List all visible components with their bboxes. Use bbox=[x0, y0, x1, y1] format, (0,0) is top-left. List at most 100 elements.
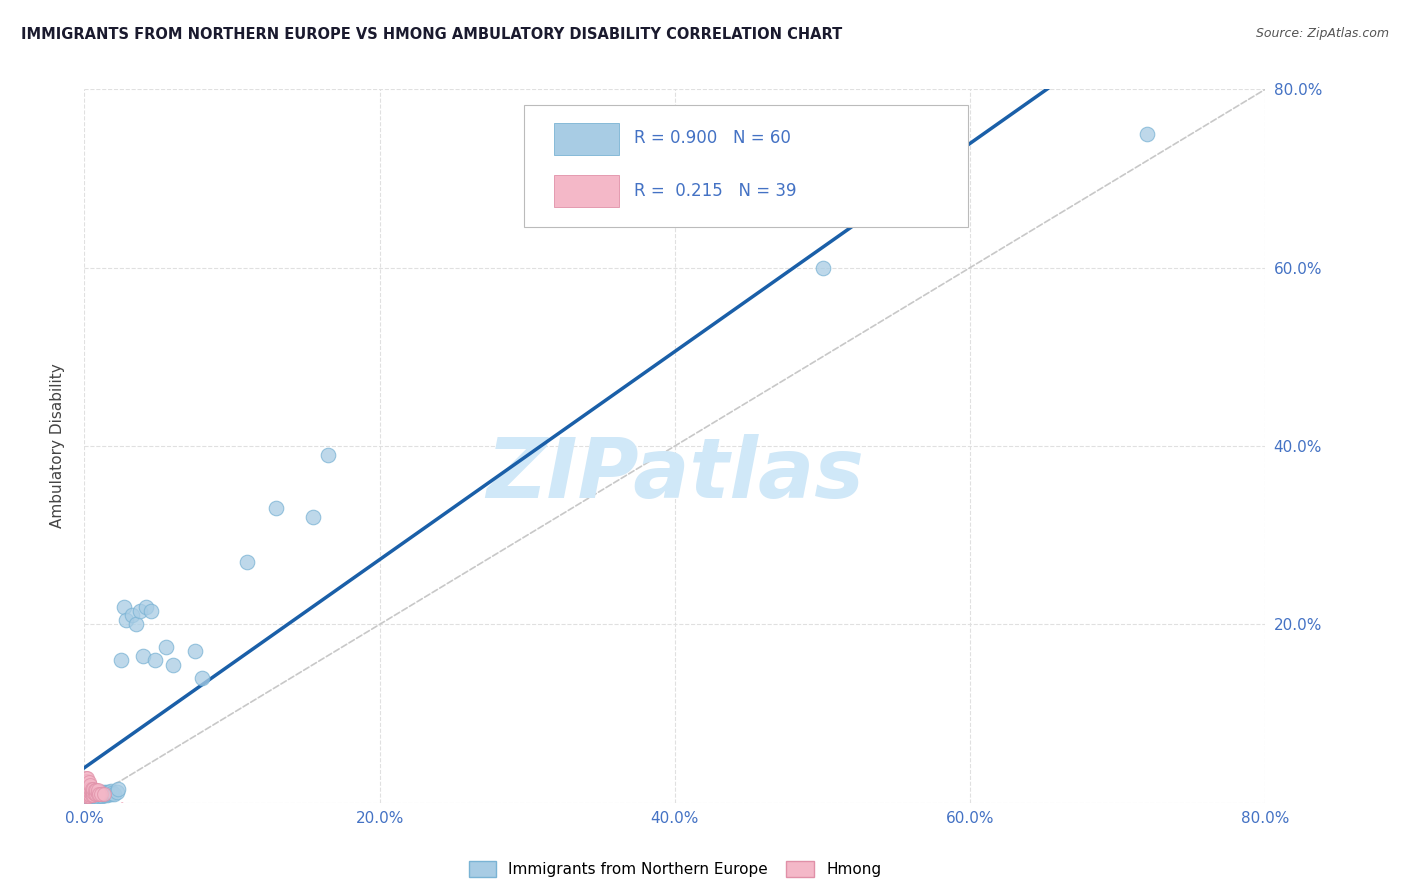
Point bbox=[75, 773, 97, 788]
Point bbox=[236, 555, 259, 569]
Point bbox=[76, 774, 98, 789]
Point bbox=[77, 780, 100, 794]
Point bbox=[76, 771, 98, 785]
Point bbox=[83, 787, 105, 801]
Point bbox=[79, 778, 101, 792]
Point bbox=[143, 653, 166, 667]
Point bbox=[79, 787, 101, 801]
Point bbox=[79, 790, 101, 805]
Point bbox=[76, 789, 98, 803]
Point bbox=[80, 791, 103, 805]
Point bbox=[125, 617, 148, 632]
Point bbox=[86, 787, 108, 801]
Point bbox=[82, 781, 104, 796]
Point bbox=[82, 790, 104, 805]
Point bbox=[77, 787, 100, 801]
Point bbox=[112, 599, 135, 614]
Point bbox=[191, 671, 214, 685]
Point bbox=[97, 787, 120, 801]
Point bbox=[105, 785, 128, 799]
Point bbox=[75, 789, 97, 803]
Point bbox=[91, 789, 114, 803]
Point bbox=[90, 785, 112, 799]
Point bbox=[93, 785, 115, 799]
Point bbox=[80, 788, 103, 802]
Point bbox=[76, 790, 98, 805]
Point bbox=[84, 789, 107, 804]
Point bbox=[77, 775, 100, 789]
Point bbox=[75, 780, 97, 794]
Point bbox=[83, 783, 105, 797]
Point bbox=[80, 787, 103, 801]
Point bbox=[811, 260, 834, 275]
Point bbox=[86, 789, 108, 804]
Point bbox=[93, 787, 115, 801]
Point bbox=[79, 781, 101, 796]
Point bbox=[77, 788, 100, 802]
Point bbox=[162, 657, 184, 672]
Point bbox=[75, 792, 97, 806]
Point bbox=[75, 782, 97, 797]
Point bbox=[94, 787, 117, 801]
Point bbox=[91, 786, 114, 800]
Text: IMMIGRANTS FROM NORTHERN EUROPE VS HMONG AMBULATORY DISABILITY CORRELATION CHART: IMMIGRANTS FROM NORTHERN EUROPE VS HMONG… bbox=[21, 27, 842, 42]
FancyBboxPatch shape bbox=[554, 123, 620, 155]
Point bbox=[103, 787, 125, 801]
Point bbox=[264, 501, 288, 516]
Point bbox=[76, 778, 98, 792]
Point bbox=[83, 789, 105, 803]
Point bbox=[75, 771, 97, 785]
Point bbox=[121, 608, 143, 623]
Point bbox=[100, 787, 122, 801]
Point bbox=[83, 787, 105, 801]
Point bbox=[184, 644, 207, 658]
Point bbox=[82, 788, 104, 802]
Point bbox=[77, 791, 100, 805]
Y-axis label: Ambulatory Disability: Ambulatory Disability bbox=[51, 364, 65, 528]
Point bbox=[80, 781, 103, 796]
Point bbox=[110, 653, 132, 667]
Point bbox=[100, 784, 122, 798]
Text: R =  0.215   N = 39: R = 0.215 N = 39 bbox=[634, 182, 796, 200]
Point bbox=[89, 789, 111, 803]
Point bbox=[316, 448, 339, 462]
Point bbox=[75, 785, 97, 799]
Point bbox=[80, 785, 103, 799]
Point bbox=[93, 788, 115, 802]
Point bbox=[76, 787, 98, 801]
Point bbox=[76, 781, 98, 796]
Point bbox=[82, 785, 104, 799]
Point bbox=[80, 789, 103, 803]
Point bbox=[79, 789, 101, 803]
Point bbox=[101, 786, 124, 800]
Point bbox=[84, 787, 107, 801]
Point bbox=[84, 783, 107, 797]
Legend: Immigrants from Northern Europe, Hmong: Immigrants from Northern Europe, Hmong bbox=[463, 855, 887, 883]
Point bbox=[75, 778, 97, 792]
Point bbox=[90, 788, 112, 802]
Point bbox=[1136, 127, 1159, 141]
Point bbox=[98, 785, 121, 799]
Point bbox=[75, 787, 97, 801]
Point bbox=[86, 787, 108, 801]
Point bbox=[114, 613, 136, 627]
Point bbox=[89, 786, 111, 800]
Point bbox=[79, 788, 101, 802]
Text: R = 0.900   N = 60: R = 0.900 N = 60 bbox=[634, 128, 790, 146]
Point bbox=[86, 783, 108, 797]
FancyBboxPatch shape bbox=[554, 175, 620, 207]
Point bbox=[135, 599, 157, 614]
Point bbox=[77, 789, 100, 804]
Point bbox=[82, 788, 104, 802]
Point bbox=[83, 790, 105, 805]
Point bbox=[77, 789, 100, 803]
Point bbox=[76, 789, 98, 803]
Point bbox=[77, 784, 100, 798]
Point bbox=[89, 787, 111, 801]
Point bbox=[155, 640, 177, 654]
Point bbox=[96, 788, 118, 802]
Point bbox=[96, 785, 118, 799]
Point bbox=[132, 648, 155, 663]
Text: ZIPatlas: ZIPatlas bbox=[486, 434, 863, 515]
Point bbox=[302, 510, 325, 524]
